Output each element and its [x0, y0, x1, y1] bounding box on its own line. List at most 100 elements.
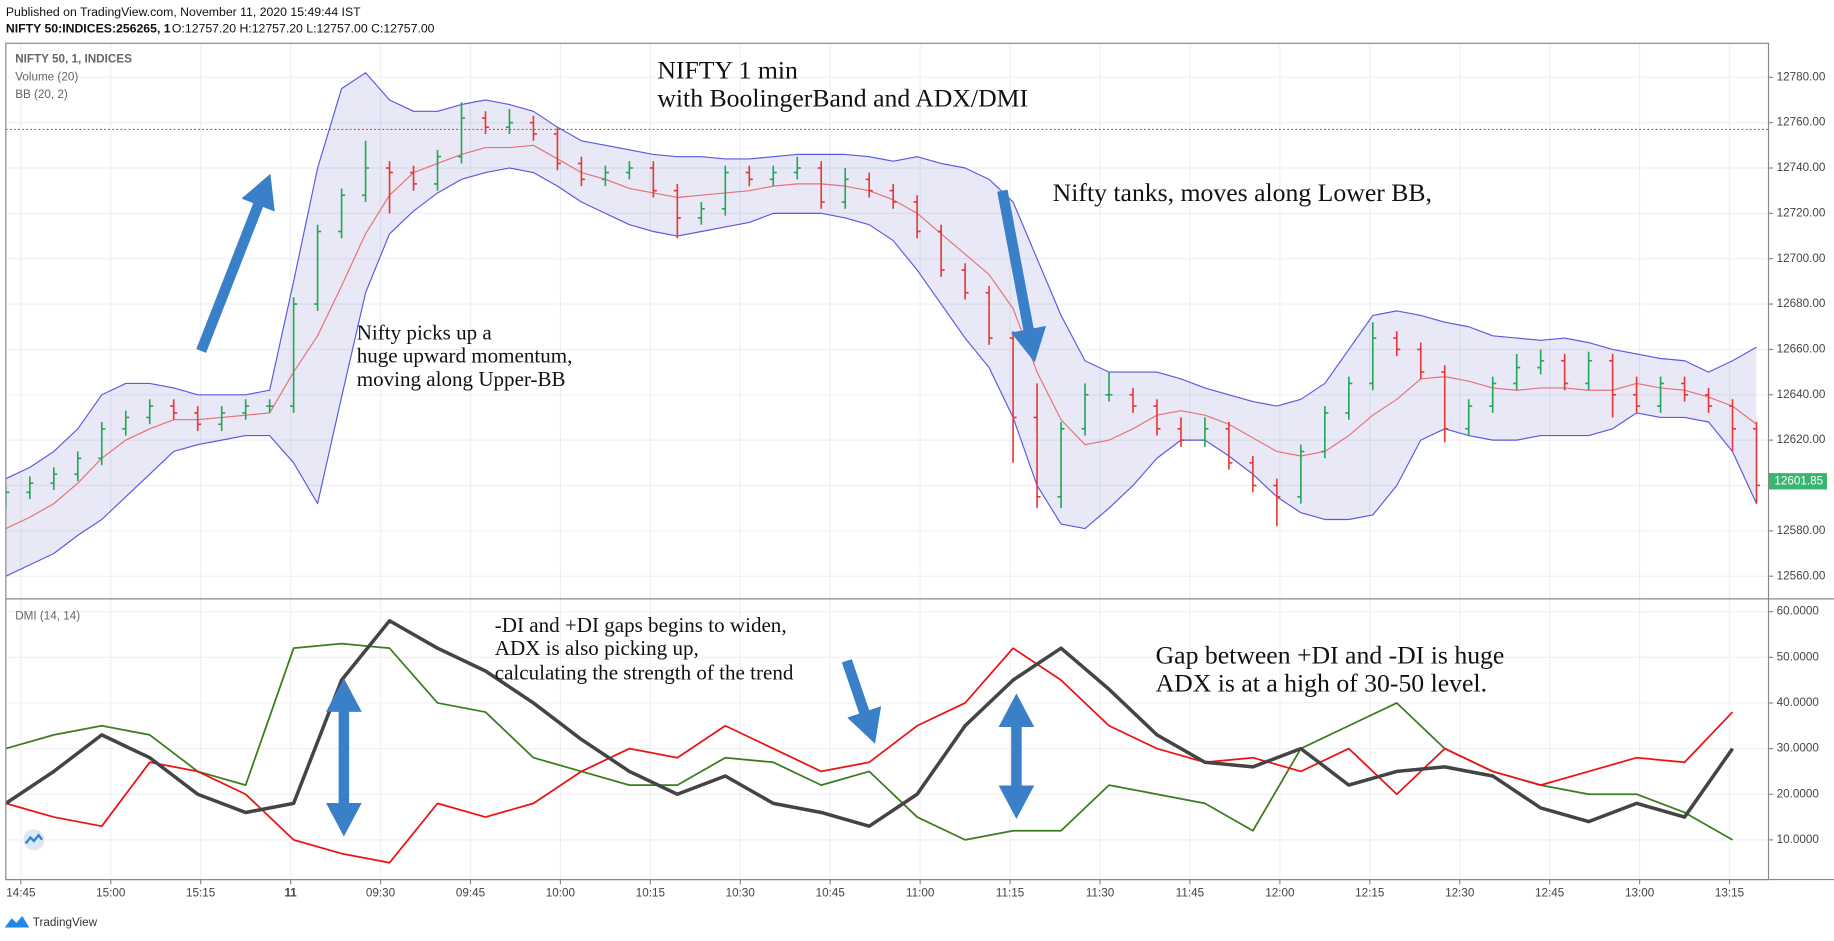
- y-tick-label: 12760.00: [1777, 116, 1826, 129]
- ohlc-bar: [1441, 365, 1449, 443]
- y-tick-label: 12640.00: [1777, 388, 1826, 401]
- x-tick-label: 10:30: [726, 887, 756, 900]
- ohlc-bar: [314, 224, 322, 311]
- ohlc-bar: [122, 410, 130, 436]
- arrow: [997, 189, 1047, 363]
- ohlc-bar: [98, 421, 106, 466]
- ohlc-bar: [577, 156, 585, 187]
- ohlc-bar: [362, 140, 370, 203]
- ohlc-bar: [1105, 372, 1113, 402]
- ohlc-bar: [1609, 353, 1617, 418]
- ohlc-bar: [50, 467, 58, 491]
- ohlc-bar: [481, 111, 489, 134]
- ohlc-bar: [457, 102, 466, 164]
- footer-brand: TradingView: [33, 916, 98, 929]
- ohlc-bar: [1033, 383, 1041, 509]
- ohlc-bar: [1129, 387, 1137, 413]
- annotation: with BoolingerBand and ADX/DMI: [657, 83, 1028, 112]
- x-tick-label: 11:15: [996, 887, 1025, 900]
- ohlc-bar: [386, 161, 394, 214]
- line-series: [5, 619, 1734, 828]
- ohlc-bar: [146, 399, 154, 425]
- ohlc-bar: [242, 399, 250, 420]
- annotation: ADX is also picking up,: [495, 636, 699, 660]
- x-tick-label: 11:45: [1176, 887, 1205, 900]
- ohlc-bar: [74, 451, 82, 481]
- ohlc-bar: [1561, 353, 1569, 391]
- ohlc-bar: [601, 165, 609, 187]
- ohlc-bar: [1225, 421, 1233, 470]
- annotation: calculating the strength of the trend: [495, 661, 794, 685]
- annotation: ADX is at a high of 30-50 level.: [1156, 668, 1487, 697]
- indicator-label: Volume (20): [15, 70, 78, 83]
- ohlc-bar: [505, 109, 513, 134]
- annotation: Nifty tanks, moves along Lower BB,: [1053, 178, 1432, 207]
- ohlc-bar: [410, 165, 418, 191]
- axis-layer: 12560.0012580.0012600.0012620.0012640.00…: [6, 70, 1827, 900]
- line-series: [5, 647, 1734, 864]
- last-price-box: [1768, 473, 1827, 490]
- ohlc-bar: [290, 297, 298, 413]
- y-tick-label: 12560.00: [1777, 569, 1826, 582]
- ohlc-bar: [889, 183, 897, 209]
- ohlc-bar: [266, 399, 274, 413]
- annotation: moving along Upper-BB: [357, 367, 566, 391]
- ohlc-bar: [937, 224, 945, 277]
- ohlc-bar: [1729, 399, 1737, 452]
- x-tick-label: 09:30: [366, 887, 396, 900]
- ohlc-bar: [1153, 399, 1161, 436]
- ohlc-bar: [913, 195, 921, 239]
- y-tick-label: 30.0000: [1777, 742, 1820, 755]
- ohlc-bar: [26, 476, 34, 500]
- ohlc-bar: [721, 165, 729, 216]
- x-tick-label: 10:00: [546, 887, 576, 900]
- ohlc-bar: [553, 127, 561, 171]
- ohlc-bar: [194, 406, 202, 432]
- annotation: huge upward momentum,: [357, 344, 573, 368]
- ohlc-bar: [673, 183, 681, 239]
- y-tick-label: 12720.00: [1777, 206, 1826, 219]
- ohlc-bar: [769, 165, 777, 187]
- ohlc-bar: [1081, 383, 1089, 436]
- ohlc-bar: [1537, 349, 1545, 375]
- ohlc-bar: [170, 399, 178, 420]
- arrow: [841, 659, 882, 744]
- ohlc-bar: [529, 115, 537, 141]
- x-tick-label: 12:45: [1535, 887, 1565, 900]
- annotation: Gap between +DI and -DI is huge: [1156, 640, 1505, 669]
- x-tick-label: 14:45: [6, 887, 36, 900]
- x-tick-label: 12:30: [1445, 887, 1475, 900]
- x-tick-label: 12:15: [1355, 887, 1385, 900]
- x-tick-label: 12:00: [1265, 887, 1295, 900]
- y-tick-label: 60.0000: [1777, 605, 1820, 618]
- legend-title: NIFTY 50, 1, INDICES: [15, 53, 132, 66]
- x-tick-label: 09:45: [456, 887, 486, 900]
- ohlc-bar: [793, 156, 801, 180]
- y-tick-label: 12660.00: [1777, 343, 1826, 356]
- ohlc-bar: [1057, 421, 1065, 509]
- ohlc-bar: [338, 188, 346, 239]
- footer-logo: [4, 915, 30, 928]
- ohlc-bar: [1513, 353, 1521, 391]
- price-pane: [5, 72, 1769, 577]
- ohlc-bar: [434, 149, 442, 191]
- ohlc-bar: [1201, 417, 1209, 447]
- dmi-pane: [5, 619, 1734, 864]
- ohlc-bar: [1393, 331, 1401, 357]
- y-tick-label: 12620.00: [1777, 433, 1826, 446]
- y-tick-label: 12740.00: [1777, 161, 1826, 174]
- x-tick-label: 10:15: [636, 887, 666, 900]
- annotation: Nifty picks up a: [357, 320, 493, 344]
- ohlc-bar: [1297, 444, 1305, 504]
- legend-title: DMI (14, 14): [15, 610, 80, 623]
- ohlc-bar: [1321, 406, 1329, 459]
- line-series: [5, 144, 1757, 530]
- y-tick-label: 40.0000: [1777, 696, 1820, 709]
- arrow: [196, 173, 275, 353]
- y-tick-label: 12700.00: [1777, 252, 1826, 265]
- x-tick-label: 15:15: [186, 887, 216, 900]
- indicator-label: BB (20, 2): [15, 88, 68, 101]
- symbol: NIFTY 50:INDICES:256265, 1: [6, 21, 171, 35]
- x-tick-label: 13:00: [1625, 887, 1655, 900]
- ohlc-bar: [697, 202, 705, 225]
